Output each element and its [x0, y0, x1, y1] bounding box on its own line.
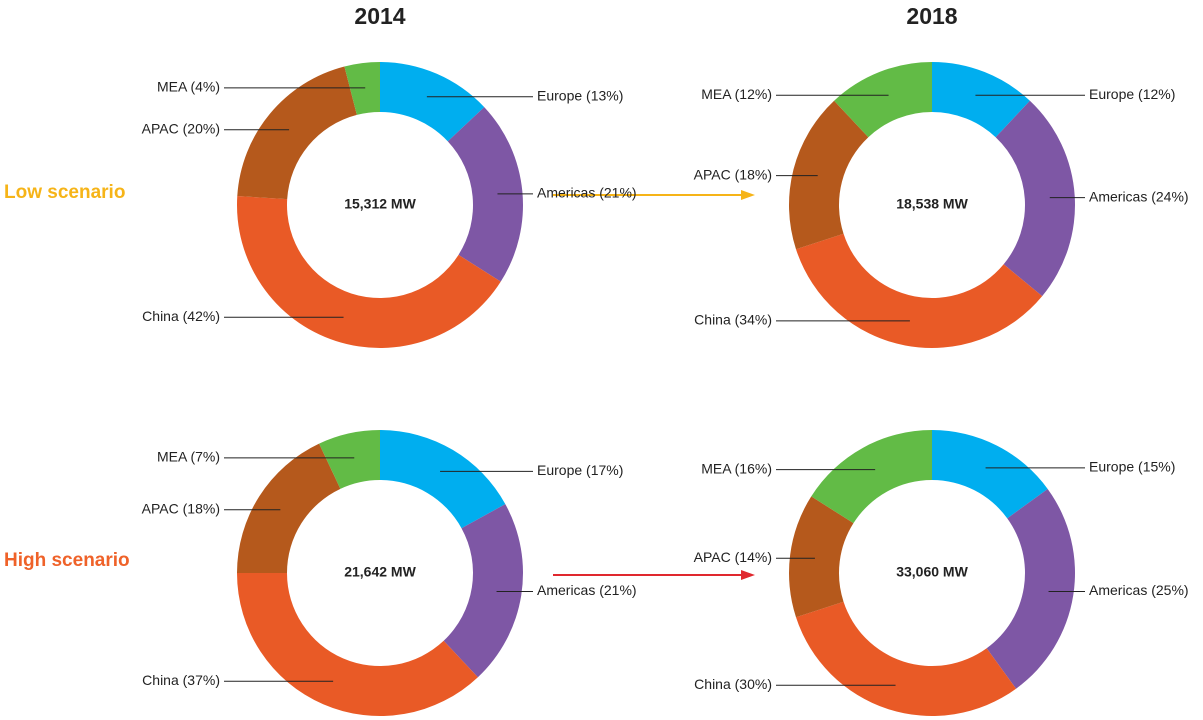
- donut-segment: [443, 504, 523, 678]
- center-label: 33,060 MW: [896, 564, 968, 580]
- data-label: APAC (18%): [694, 166, 772, 182]
- donut-segment: [319, 430, 380, 489]
- donut-segment: [811, 430, 932, 524]
- center-label: 15,312 MW: [344, 196, 416, 212]
- donut-segment: [788, 496, 854, 618]
- data-label: China (34%): [694, 312, 772, 328]
- data-label: Europe (12%): [1089, 86, 1175, 102]
- data-label: Americas (24%): [1089, 188, 1189, 204]
- data-label: MEA (16%): [701, 460, 772, 476]
- data-label: MEA (12%): [701, 86, 772, 102]
- donut-segment: [344, 62, 380, 115]
- donut-segment: [932, 430, 1048, 519]
- data-label: China (30%): [694, 676, 772, 692]
- row-label: Low scenario: [4, 182, 125, 203]
- donut-segment: [380, 430, 506, 529]
- donut-segment: [447, 107, 523, 282]
- data-label: Europe (13%): [537, 87, 623, 103]
- center-label: 21,642 MW: [344, 564, 416, 580]
- data-label: APAC (14%): [694, 549, 772, 565]
- arrow-head: [741, 190, 755, 200]
- data-label: APAC (18%): [142, 500, 220, 516]
- donut-segment: [995, 100, 1075, 297]
- row-label: High scenario: [4, 550, 130, 571]
- donut-segment: [237, 66, 357, 200]
- donut-segment: [380, 62, 485, 142]
- data-label: MEA (4%): [157, 79, 220, 95]
- donut-segment: [834, 62, 932, 138]
- data-label: Americas (25%): [1089, 582, 1189, 598]
- data-label: Europe (17%): [537, 462, 623, 478]
- arrow-head: [741, 570, 755, 580]
- data-label: China (42%): [142, 308, 220, 324]
- column-header: 2018: [906, 3, 957, 29]
- donut-segment: [932, 62, 1030, 138]
- column-header: 2014: [354, 3, 405, 29]
- center-label: 18,538 MW: [896, 196, 968, 212]
- data-label: Americas (21%): [537, 185, 637, 201]
- donut-segment: [237, 443, 341, 573]
- data-label: China (37%): [142, 672, 220, 688]
- donut-segment: [237, 196, 501, 348]
- data-label: APAC (20%): [142, 120, 220, 136]
- donut-segment: [237, 573, 478, 716]
- donut-segment: [986, 488, 1075, 689]
- data-label: MEA (7%): [157, 449, 220, 465]
- donut-segment: [795, 233, 1043, 348]
- data-label: Europe (15%): [1089, 459, 1175, 475]
- donut-segment: [789, 100, 869, 250]
- data-label: Americas (21%): [537, 582, 637, 598]
- donut-segment: [795, 601, 1017, 716]
